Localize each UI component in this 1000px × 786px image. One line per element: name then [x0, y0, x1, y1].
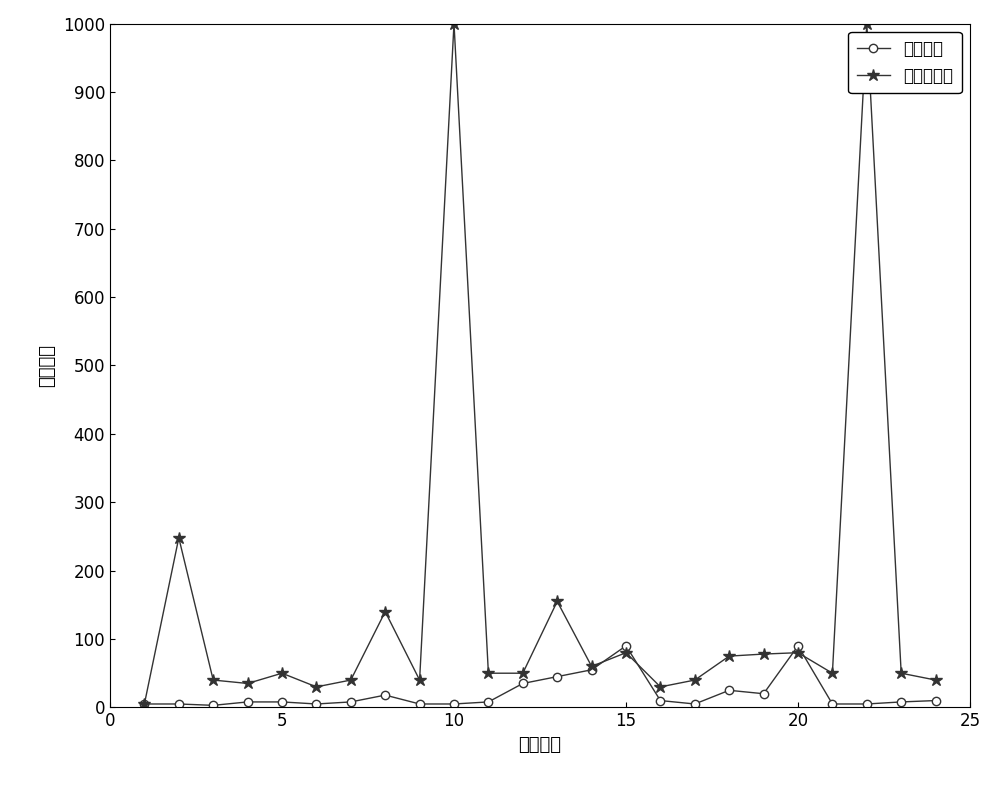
- 牛顿迭代法: [551, 597, 563, 606]
- 牛顿迭代法: [586, 662, 598, 671]
- 牛顿迭代法: [723, 652, 735, 661]
- 混合算法: [586, 665, 598, 674]
- 混合算法: [310, 700, 322, 709]
- 牛顿迭代法: [448, 19, 460, 28]
- 混合算法: [620, 641, 632, 651]
- 混合算法: [482, 697, 494, 707]
- 牛顿迭代法: [310, 682, 322, 692]
- 混合算法: [758, 689, 770, 699]
- 牛顿迭代法: [826, 668, 838, 678]
- 牛顿迭代法: [482, 668, 494, 678]
- 牛顿迭代法: [517, 668, 529, 678]
- 混合算法: [242, 697, 254, 707]
- 牛顿迭代法: [689, 675, 701, 685]
- 混合算法: [448, 700, 460, 709]
- 混合算法: [792, 641, 804, 651]
- 牛顿迭代法: [861, 19, 873, 28]
- 混合算法: [826, 700, 838, 709]
- 牛顿迭代法: [276, 668, 288, 678]
- 牛顿迭代法: [620, 648, 632, 657]
- Legend: 混合算法, 牛顿迭代法: 混合算法, 牛顿迭代法: [848, 32, 962, 93]
- 混合算法: [414, 700, 426, 709]
- Y-axis label: 迭代次数: 迭代次数: [38, 344, 56, 387]
- 混合算法: [723, 685, 735, 695]
- 混合算法: [930, 696, 942, 705]
- 混合算法: [379, 690, 391, 700]
- 混合算法: [276, 697, 288, 707]
- 牛顿迭代法: [379, 607, 391, 616]
- 混合算法: [551, 672, 563, 681]
- 牛顿迭代法: [414, 675, 426, 685]
- 牛顿迭代法: [895, 668, 907, 678]
- 混合算法: [345, 697, 357, 707]
- 混合算法: [517, 679, 529, 689]
- X-axis label: 气象条件: 气象条件: [518, 736, 562, 754]
- 混合算法: [138, 700, 150, 709]
- 牛顿迭代法: [173, 533, 185, 542]
- Line: 牛顿迭代法: 牛顿迭代法: [138, 17, 942, 711]
- 混合算法: [654, 696, 666, 705]
- 牛顿迭代法: [654, 682, 666, 692]
- 混合算法: [173, 700, 185, 709]
- 牛顿迭代法: [758, 649, 770, 659]
- 混合算法: [689, 700, 701, 709]
- 混合算法: [861, 700, 873, 709]
- 混合算法: [895, 697, 907, 707]
- 牛顿迭代法: [242, 679, 254, 689]
- 牛顿迭代法: [345, 675, 357, 685]
- 牛顿迭代法: [792, 648, 804, 657]
- 牛顿迭代法: [207, 675, 219, 685]
- 混合算法: [207, 700, 219, 710]
- 牛顿迭代法: [930, 675, 942, 685]
- Line: 混合算法: 混合算法: [140, 641, 940, 710]
- 牛顿迭代法: [138, 700, 150, 709]
